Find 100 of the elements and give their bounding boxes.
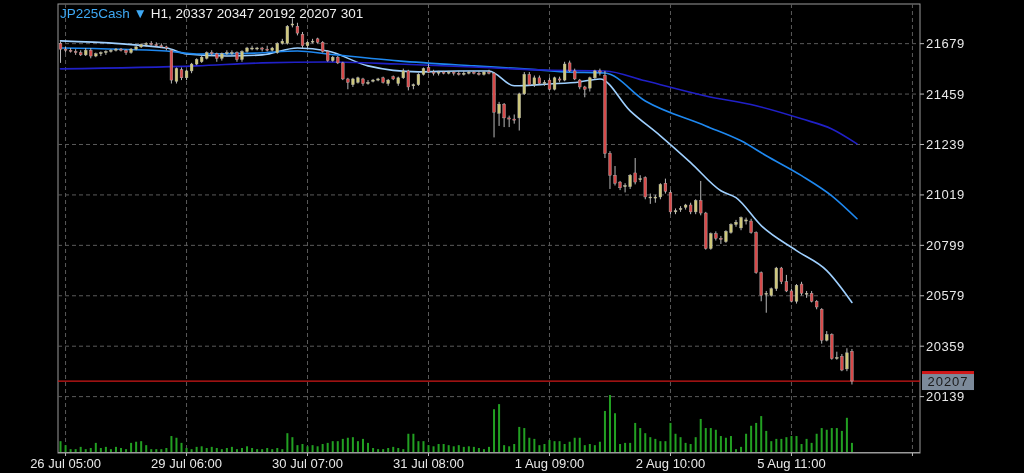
bar — [407, 433, 410, 452]
bar — [583, 445, 586, 452]
bar — [311, 445, 314, 452]
bar — [815, 433, 818, 452]
bar — [820, 428, 823, 452]
bar — [185, 448, 188, 452]
bar — [235, 449, 238, 452]
bar — [205, 448, 208, 452]
bar — [835, 428, 838, 452]
bar — [624, 442, 627, 452]
bar — [256, 449, 259, 452]
bar — [225, 448, 228, 452]
bar — [755, 422, 758, 452]
bar — [114, 446, 117, 452]
bar — [503, 445, 506, 452]
x-tick-label: 31 Jul 08:00 — [393, 456, 464, 471]
bar — [89, 448, 92, 452]
bar — [614, 413, 617, 452]
bar — [266, 448, 269, 452]
bar — [215, 448, 218, 452]
bar — [356, 441, 359, 452]
y-tick-label: 21019 — [926, 187, 965, 203]
bar — [664, 441, 667, 452]
bar — [331, 441, 334, 452]
bar — [830, 428, 833, 452]
bar — [745, 433, 748, 452]
bar — [135, 441, 138, 452]
bar — [346, 437, 349, 452]
bar — [724, 437, 727, 452]
bar — [326, 442, 329, 452]
bar — [603, 410, 606, 452]
bar — [845, 417, 848, 452]
bar — [760, 416, 763, 452]
bar — [291, 437, 294, 452]
bar — [699, 418, 702, 452]
bar — [240, 448, 243, 452]
bar — [568, 441, 571, 452]
bar — [593, 445, 596, 452]
line-series — [59, 40, 853, 304]
bar — [629, 442, 632, 452]
bar — [528, 437, 531, 452]
line-series — [59, 61, 858, 145]
bar — [840, 430, 843, 452]
bar — [109, 449, 112, 452]
bar — [402, 449, 405, 452]
bar — [281, 449, 284, 452]
bar — [467, 446, 470, 452]
bar — [472, 446, 475, 452]
x-tick-label: 2 Aug 10:00 — [635, 456, 706, 471]
bar — [165, 448, 168, 452]
bar — [482, 449, 485, 452]
bar — [130, 442, 133, 452]
bar — [155, 449, 158, 452]
bar — [729, 436, 732, 452]
bar — [644, 433, 647, 452]
bar — [125, 449, 128, 452]
bar — [508, 446, 511, 452]
x-tick-label: 30 Jul 07:00 — [272, 456, 343, 471]
bar — [790, 436, 793, 452]
bar — [422, 441, 425, 452]
bar — [740, 446, 743, 452]
bar — [175, 437, 178, 452]
bar — [800, 444, 803, 452]
ref-line-label: 20207 — [927, 374, 969, 390]
x-tick-label: 26 Jul 05:00 — [30, 456, 101, 471]
bar — [79, 446, 82, 452]
y-tick-label: 20139 — [926, 389, 965, 405]
x-tick-label: 1 Aug 09:00 — [514, 456, 585, 471]
bar — [69, 449, 72, 452]
bar — [810, 442, 813, 452]
bar — [437, 444, 440, 452]
y-tick-label: 20579 — [926, 288, 965, 304]
bar — [190, 449, 193, 452]
bar — [780, 438, 783, 452]
bar — [150, 449, 153, 452]
x-tick-label: 29 Jul 06:00 — [151, 456, 222, 471]
bar — [417, 441, 420, 452]
bar — [578, 437, 581, 452]
bar — [104, 446, 107, 452]
bar — [261, 449, 264, 452]
bar — [704, 428, 707, 452]
bar — [372, 448, 375, 452]
bar — [336, 441, 339, 452]
bar — [563, 444, 566, 452]
bar — [432, 446, 435, 452]
bar — [493, 409, 496, 452]
bar — [573, 437, 576, 452]
bar — [543, 444, 546, 452]
bar — [246, 446, 249, 452]
bar — [714, 429, 717, 452]
bar — [634, 422, 637, 452]
bar — [462, 446, 465, 452]
bar — [447, 445, 450, 452]
bar — [588, 444, 591, 452]
bar — [170, 436, 173, 452]
bar — [689, 444, 692, 452]
bar — [59, 441, 62, 452]
bar — [276, 448, 279, 452]
bar — [140, 441, 143, 452]
bar — [785, 437, 788, 452]
